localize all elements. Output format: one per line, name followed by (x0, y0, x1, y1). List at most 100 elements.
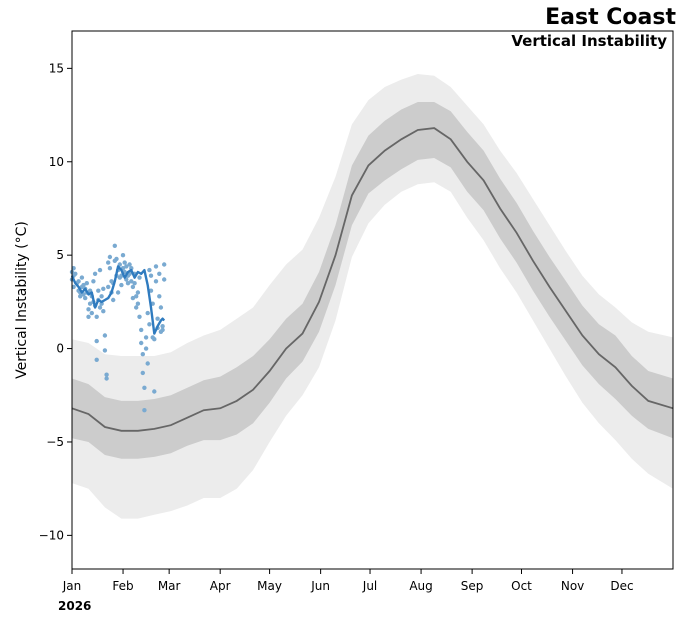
data-point (145, 310, 150, 316)
x-tick-label: Feb (112, 579, 133, 593)
x-tick-label: Aug (409, 579, 432, 593)
data-point (89, 310, 95, 316)
current-year-line (70, 265, 166, 335)
x-tick-label: Oct (511, 579, 532, 593)
x-tick-label: Nov (561, 579, 584, 593)
x-tick-label: Mar (158, 579, 181, 593)
data-point (142, 385, 147, 390)
data-point (94, 314, 99, 319)
x-tick-label: Dec (610, 579, 633, 593)
data-point (111, 297, 116, 303)
data-point (135, 290, 141, 295)
data-point (137, 314, 142, 319)
y-axis-label: Vertical Instability (°C) (14, 221, 30, 379)
x-axis-ticks: Jan Feb Mar Apr May Jun Jul Aug Sep Oct Nov Dec (62, 569, 634, 593)
climatology-mean-line (71, 127, 674, 432)
data-point (153, 279, 159, 284)
x-tick-label: May (257, 579, 282, 593)
data-point (147, 267, 152, 273)
data-point (147, 322, 152, 327)
data-point (86, 307, 91, 312)
data-point (143, 335, 149, 340)
data-point (160, 327, 165, 333)
data-point (120, 253, 126, 258)
data-point (104, 376, 109, 381)
data-point (101, 309, 106, 314)
data-point (130, 284, 136, 290)
data-point (91, 279, 96, 284)
data-point (137, 275, 142, 280)
data-point (104, 372, 109, 377)
data-point (134, 305, 139, 310)
data-point (139, 327, 144, 333)
data-point (78, 294, 83, 299)
y-tick-label: −10 (39, 528, 64, 542)
y-tick-label: −5 (46, 435, 64, 449)
data-point (73, 271, 78, 276)
data-point (102, 333, 108, 338)
data-point (97, 305, 103, 310)
data-point (122, 260, 127, 265)
data-point (96, 288, 101, 293)
data-point (127, 262, 132, 267)
data-point (87, 301, 93, 306)
data-point (83, 295, 88, 301)
data-point (106, 260, 111, 265)
data-point (97, 267, 103, 273)
data-point (124, 264, 129, 269)
x-tick-label: Sep (461, 579, 484, 593)
chart-title: East Coast (545, 5, 676, 30)
data-point (76, 279, 81, 284)
data-point (162, 277, 167, 282)
data-point (158, 305, 164, 310)
data-point (160, 324, 165, 329)
data-point (101, 286, 106, 291)
data-point (145, 361, 150, 366)
data-point (129, 266, 134, 271)
plot-frame (71, 30, 674, 570)
y-tick-label: 0 (56, 342, 64, 356)
data-point (84, 281, 90, 286)
x-tick-label: Jul (362, 579, 377, 593)
data-point (106, 284, 111, 290)
data-point (115, 290, 121, 295)
data-point (81, 282, 86, 288)
data-point (148, 273, 154, 278)
data-point (125, 281, 131, 286)
data-point (99, 294, 104, 299)
data-point (135, 301, 141, 306)
data-point (94, 338, 99, 344)
data-point (140, 370, 145, 376)
data-point (162, 262, 167, 267)
y-axis-ticks: −10 −5 0 5 10 15 (39, 61, 72, 542)
plot-area (69, 74, 674, 519)
y-tick-label: 5 (56, 248, 64, 262)
data-point (152, 389, 157, 394)
data-point (130, 295, 136, 301)
data-point (107, 266, 113, 271)
data-point (94, 357, 99, 362)
x-tick-label: Jan (62, 579, 82, 593)
data-point (143, 346, 149, 351)
data-point (134, 294, 139, 299)
data-point (152, 337, 157, 342)
data-point (157, 294, 162, 299)
data-point (79, 275, 85, 280)
y-tick-label: 15 (49, 61, 64, 75)
data-point (139, 340, 144, 346)
data-point (155, 316, 160, 321)
year-label: 2026 (58, 599, 91, 613)
data-point (140, 352, 145, 357)
data-point (153, 264, 159, 269)
data-point (107, 254, 113, 260)
data-point (112, 243, 118, 248)
data-point (102, 348, 108, 353)
data-point (92, 271, 98, 276)
percentile-25-75-band (72, 102, 673, 459)
data-point (114, 256, 119, 262)
data-point (142, 408, 147, 413)
y-tick-label: 10 (49, 155, 64, 169)
data-point (132, 281, 137, 286)
x-tick-label: Jun (310, 579, 330, 593)
